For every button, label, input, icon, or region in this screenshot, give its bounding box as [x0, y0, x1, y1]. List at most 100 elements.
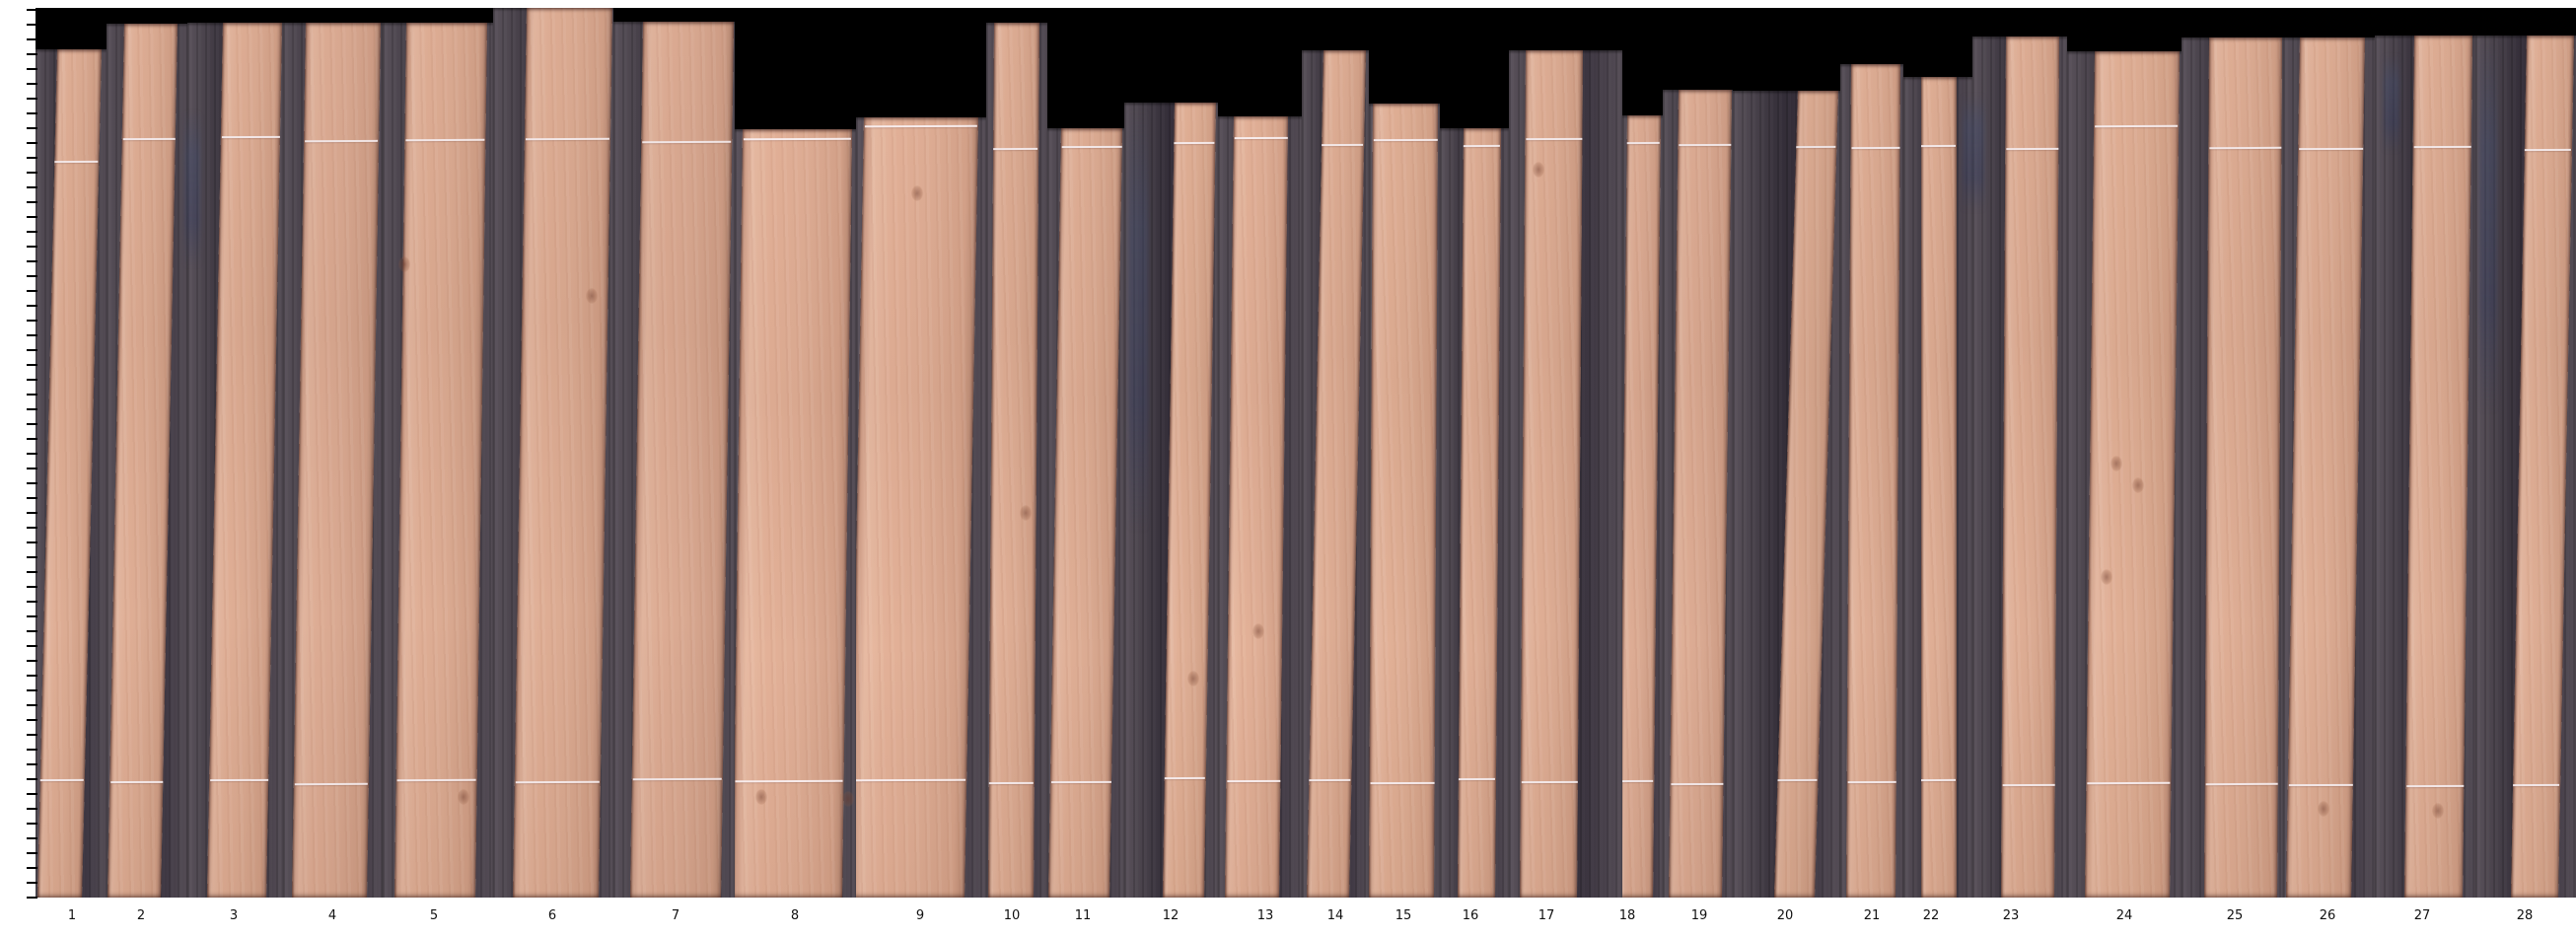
board-tile	[36, 49, 107, 898]
board-photo	[394, 23, 487, 898]
y-axis-tick	[27, 482, 37, 484]
x-tick-label: 11	[1074, 908, 1092, 923]
x-tick-label: 14	[1326, 908, 1344, 923]
board-photo	[2001, 36, 2059, 898]
board-tile	[2375, 36, 2475, 898]
board-photo	[1774, 91, 1838, 898]
chalk-line	[2405, 784, 2464, 788]
blue-stain	[184, 110, 200, 268]
chalk-line	[209, 778, 268, 782]
board-tile	[1840, 64, 1903, 898]
board-photo	[107, 24, 178, 898]
board-tile	[1440, 128, 1509, 898]
chalk-line	[1322, 143, 1364, 147]
x-tick-label: 9	[915, 908, 925, 923]
chalk-line	[2209, 146, 2281, 150]
x-tick-label: 16	[1462, 908, 1479, 923]
board-photo	[988, 23, 1039, 898]
y-axis-tick	[27, 334, 37, 336]
chalk-line	[735, 779, 843, 783]
board-tile	[1663, 90, 1733, 898]
y-axis-tick	[27, 9, 37, 11]
chalk-line	[1921, 144, 1957, 148]
y-axis-tick	[27, 364, 37, 366]
y-axis-tick	[27, 112, 37, 114]
chalk-line	[1777, 778, 1819, 782]
y-axis-tick	[27, 837, 37, 839]
y-axis-tick	[27, 867, 37, 869]
wood-knot	[1533, 162, 1544, 178]
x-tick-label: 18	[1618, 908, 1636, 923]
board-photo	[630, 22, 734, 898]
chalk-line	[1226, 779, 1280, 783]
chalk-line	[2094, 124, 2179, 128]
chalk-line	[109, 780, 163, 784]
board-tile	[735, 129, 856, 898]
x-tick-label: 4	[327, 908, 337, 923]
board-tile	[187, 23, 283, 898]
x-tick-label: 25	[2226, 908, 2244, 923]
board-tile	[1622, 115, 1663, 898]
chalk-line	[221, 135, 280, 139]
y-axis-tick	[27, 763, 37, 765]
board-tile	[1733, 91, 1840, 898]
x-tick-label: 24	[2115, 908, 2133, 923]
x-tick-label: 15	[1395, 908, 1412, 923]
y-axis-tick	[27, 142, 37, 144]
y-axis-tick	[27, 305, 37, 307]
wood-knot	[1187, 671, 1199, 686]
x-tick-label: 3	[229, 908, 239, 923]
board-tile	[1218, 116, 1302, 898]
chalk-line	[1459, 777, 1496, 781]
chalk-line	[642, 140, 732, 144]
chalk-line	[396, 778, 476, 782]
board-photo	[1921, 77, 1957, 898]
x-tick-label: 19	[1690, 908, 1708, 923]
y-axis-tick	[27, 290, 37, 292]
y-axis-tick	[27, 186, 37, 188]
y-axis-tick	[27, 53, 37, 55]
y-axis-tick	[27, 556, 37, 558]
board-photo	[2511, 36, 2574, 898]
chalk-line	[1309, 778, 1351, 782]
y-axis-tick	[27, 349, 37, 351]
x-tick-label: 12	[1162, 908, 1180, 923]
x-tick-label: 17	[1538, 908, 1555, 923]
y-axis-tick	[27, 453, 37, 455]
y-axis-tick	[27, 246, 37, 248]
x-tick-label: 22	[1922, 908, 1940, 923]
y-axis-tick	[27, 394, 37, 396]
board-photo	[1622, 115, 1661, 898]
chalk-line	[993, 147, 1038, 151]
x-tick-label: 21	[1863, 908, 1881, 923]
y-axis-tick	[27, 749, 37, 751]
chalk-line	[294, 782, 369, 786]
board-photo	[735, 129, 852, 898]
chalk-line	[122, 137, 176, 141]
y-axis-tick	[27, 630, 37, 632]
wood-knot	[842, 791, 854, 807]
chalk-line	[2413, 145, 2471, 149]
chalk-line	[1061, 145, 1122, 149]
chalk-line	[2087, 781, 2171, 785]
board-photo	[1225, 116, 1288, 898]
y-axis-tick	[27, 793, 37, 795]
chalk-line	[1234, 136, 1288, 140]
board-photo	[1520, 50, 1583, 898]
x-tick-label: 1	[67, 908, 77, 923]
y-axis-tick	[27, 660, 37, 662]
chalk-line	[2298, 147, 2363, 151]
chalk-line	[1525, 137, 1582, 141]
y-axis-tick	[27, 38, 37, 40]
chalk-line	[1050, 780, 1111, 784]
chalk-line	[1521, 780, 1578, 784]
board-photo	[1048, 128, 1122, 898]
y-axis-tick	[27, 438, 37, 440]
y-axis-tick	[27, 24, 37, 26]
y-axis-tick	[27, 541, 37, 543]
board-tile	[1302, 50, 1369, 898]
board-tile	[1903, 77, 1972, 898]
y-axis-tick	[27, 586, 37, 588]
board-photo	[1369, 104, 1438, 898]
